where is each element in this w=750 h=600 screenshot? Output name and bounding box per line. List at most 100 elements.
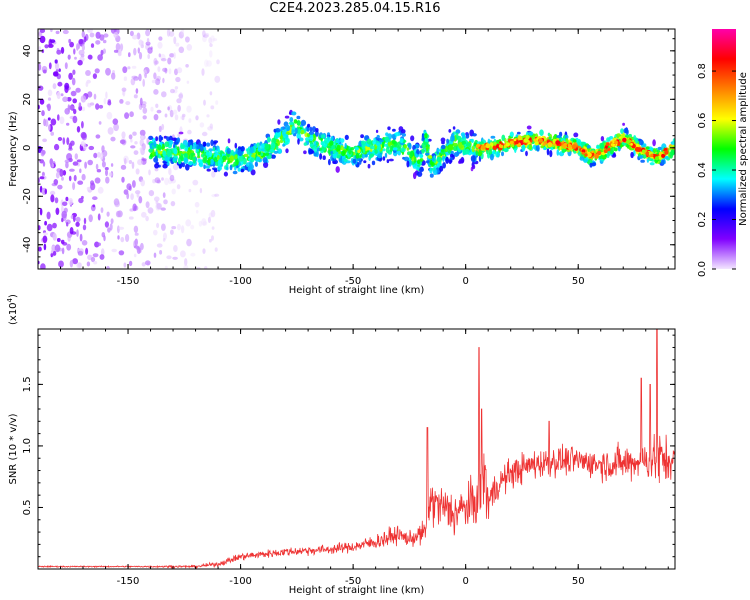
spectrogram-cell	[78, 102, 82, 108]
spectrogram-cell	[202, 156, 207, 164]
spectrogram-peak	[562, 143, 567, 149]
spectrogram-cell	[119, 43, 124, 52]
spectrogram-cell	[336, 144, 341, 151]
spectrogram-cell	[142, 107, 148, 114]
spectrogram-cell	[147, 207, 154, 214]
spectrogram-cell	[188, 188, 192, 193]
spectrogram-cell	[356, 158, 362, 162]
spectrogram-cell	[210, 105, 215, 110]
spectrogram-cell	[72, 115, 78, 124]
spectrogram-cell	[69, 41, 74, 48]
spectrogram-cell	[348, 148, 352, 154]
spectrogram-cell	[173, 36, 177, 45]
spectrogram-cell	[260, 147, 265, 153]
spectrogram-cell	[661, 159, 665, 165]
spectrogram-cell	[206, 168, 211, 172]
spectrogram-cell	[59, 168, 64, 177]
spectrogram-cell	[177, 159, 182, 165]
spectrogram-cell	[105, 176, 110, 184]
spectrogram-cell	[164, 141, 170, 148]
x-tick-label: 0	[462, 276, 468, 287]
spectrogram-cell	[154, 177, 161, 184]
spectrogram-cell	[72, 98, 77, 104]
spectrogram-cell	[101, 145, 105, 153]
spectrogram-cell	[190, 224, 195, 230]
spectrogram-cell	[427, 154, 433, 159]
spectrogram-cell	[400, 147, 406, 153]
spectrogram-cell	[186, 80, 190, 84]
spectrogram-cell	[121, 131, 126, 139]
spectrogram-cell	[419, 158, 424, 162]
spectrogram-cell	[162, 150, 167, 157]
spectrogram-cell	[87, 54, 93, 60]
x-axis-label: Height of straight line (km)	[289, 585, 425, 596]
spectrogram-cell	[313, 151, 317, 157]
spectrogram-cell	[371, 160, 376, 166]
spectrogram-cell	[392, 147, 398, 151]
spectrogram-cell	[41, 150, 46, 155]
spectrogram-cell	[61, 201, 68, 207]
spectrogram-cell	[140, 134, 144, 140]
spectrogram-cell	[185, 163, 190, 171]
spectrogram-cell	[121, 176, 125, 183]
spectrogram-cell	[164, 67, 168, 74]
spectrogram-cell	[72, 258, 78, 265]
spectrogram-cell	[95, 103, 100, 110]
spectrogram-cell	[266, 136, 271, 143]
spectrogram-cell	[130, 193, 134, 201]
spectrogram-cell	[288, 121, 294, 126]
spectrogram-cell	[86, 186, 91, 191]
spectrogram-cell	[664, 155, 669, 160]
spectrogram-cell	[556, 149, 560, 156]
spectrogram-cell	[330, 150, 333, 155]
spectrogram-cell	[190, 252, 196, 257]
spectrogram-cell	[639, 139, 644, 146]
spectrogram-cell	[180, 225, 185, 234]
spectrogram-cell	[64, 62, 68, 70]
spectrogram-cell	[612, 152, 616, 157]
spectrogram-cell	[623, 127, 629, 134]
spectrogram-cell	[472, 133, 477, 137]
spectrogram-cell	[101, 161, 106, 168]
spectrogram-cell	[185, 219, 192, 227]
spectrogram-cell	[98, 121, 102, 125]
spectrogram-cell	[421, 148, 425, 154]
spectrogram-cell	[103, 97, 107, 105]
spectrogram-cell	[55, 171, 60, 179]
spectrogram-cell	[186, 44, 193, 51]
spectrogram-cell	[51, 163, 54, 168]
spectrogram-cell	[133, 225, 139, 233]
spectrogram-cell	[178, 46, 185, 54]
spectrogram-cell	[62, 137, 66, 145]
spectrogram-cell	[204, 59, 209, 68]
spectrogram-cell	[66, 122, 70, 126]
spectrogram-cell	[118, 250, 125, 256]
spectrogram-cell	[206, 114, 210, 118]
y-axis-label: SNR (10 * v/v)	[8, 413, 19, 484]
spectrogram-cell	[61, 205, 64, 213]
spectrogram-cell	[148, 169, 151, 176]
spectrogram-cell	[287, 138, 290, 143]
spectrogram-cell	[442, 155, 445, 162]
spectrogram-cell	[269, 149, 275, 153]
spectrogram-cell	[135, 168, 140, 175]
spectrogram-cell	[670, 149, 675, 156]
spectrogram-cell	[243, 153, 249, 158]
spectrogram-cell	[142, 78, 145, 87]
spectrogram-cell	[130, 145, 136, 149]
spectrogram-cell	[202, 34, 209, 38]
spectrogram-cell	[182, 162, 185, 168]
spectrogram-cell	[56, 238, 61, 242]
spectrogram-cell	[201, 218, 207, 226]
y-tick-label: -20	[22, 188, 33, 204]
spectrogram-cell	[180, 144, 186, 149]
spectrogram-cell	[211, 194, 217, 198]
spectrogram-cell	[104, 221, 109, 228]
spectrogram-cell	[609, 147, 614, 155]
spectrogram-cell	[148, 190, 155, 197]
spectrogram-cell	[73, 48, 76, 55]
spectrogram-cell	[76, 262, 82, 269]
spectrogram-cell	[62, 96, 68, 103]
spectrogram-cell	[97, 186, 104, 194]
